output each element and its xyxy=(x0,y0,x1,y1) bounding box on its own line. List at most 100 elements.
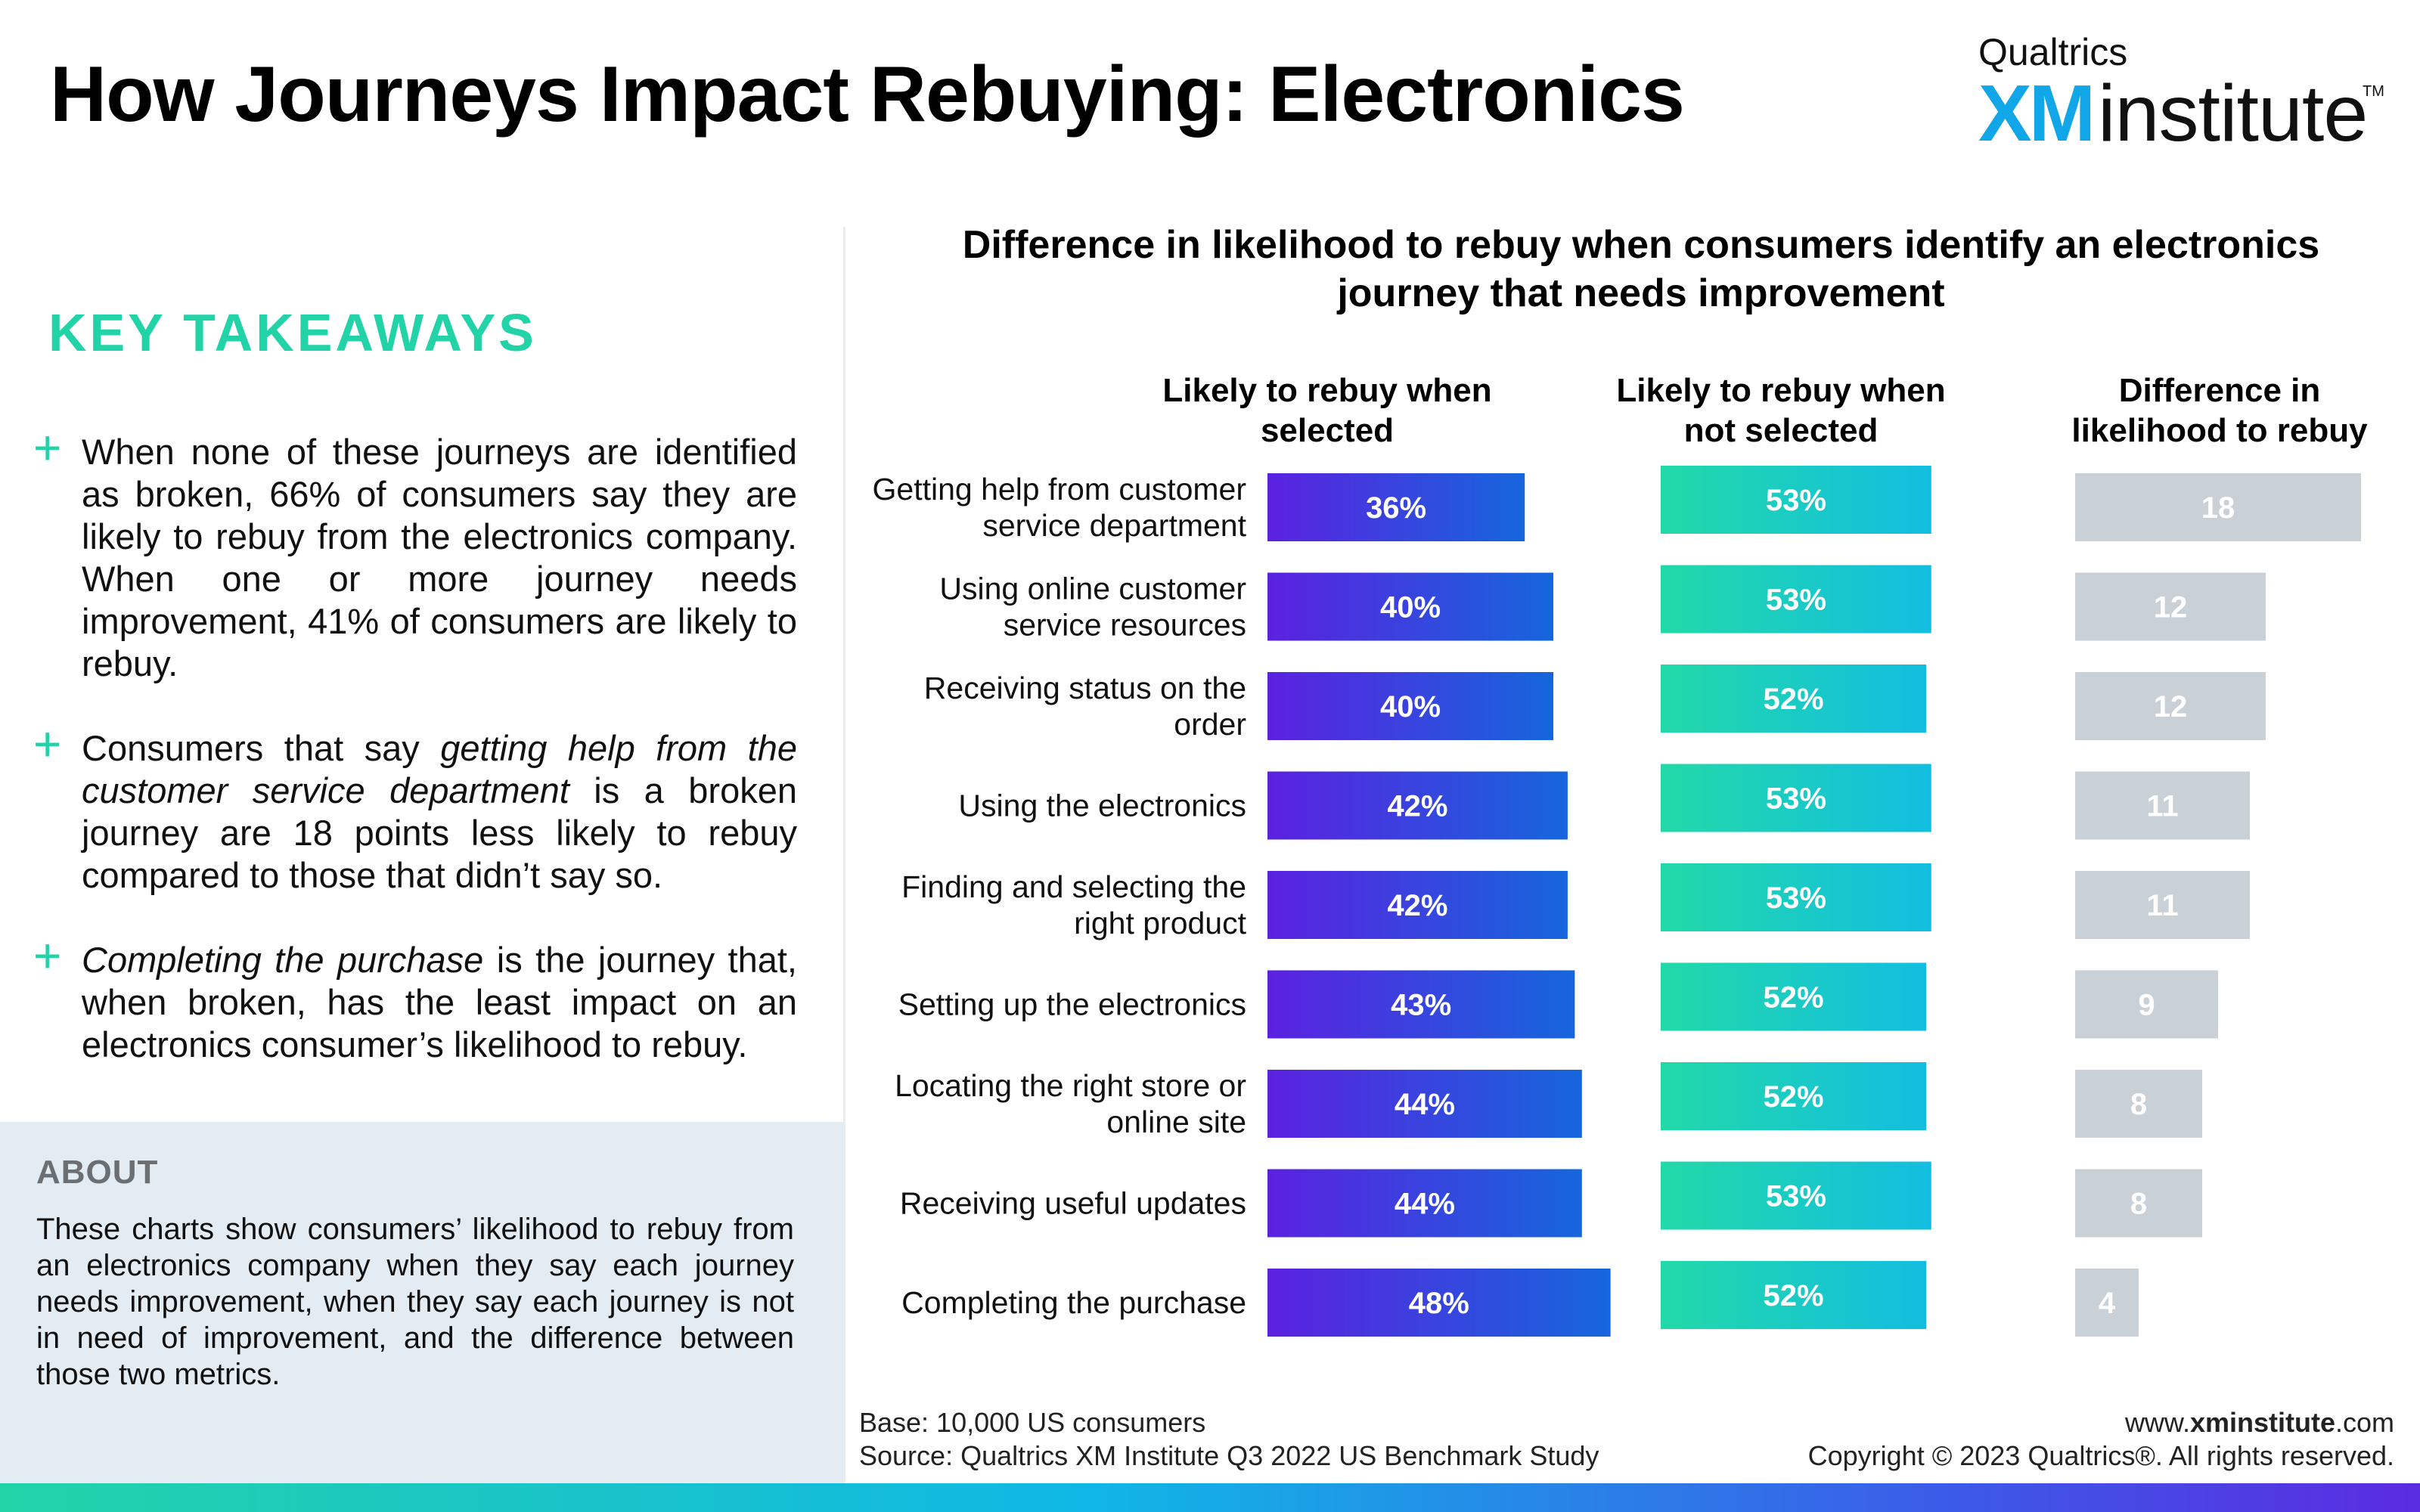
data-label: 53% xyxy=(1766,881,1826,915)
about-box: ABOUT These charts show consumers’ likel… xyxy=(0,1122,843,1483)
page-title: How Journeys Impact Rebuying: Electronic… xyxy=(50,51,1685,138)
column-header-line: Likely to rebuy when xyxy=(1616,372,1946,409)
data-label: 44% xyxy=(1395,1088,1455,1121)
bar-series-3 xyxy=(2075,672,2266,740)
category-label: Using the electronics xyxy=(958,789,1246,823)
about-title: ABOUT xyxy=(36,1154,159,1191)
data-label: 12 xyxy=(2154,690,2188,723)
url-suffix: .com xyxy=(2335,1407,2394,1438)
bar-series-1 xyxy=(1267,473,1525,541)
base-note: Base: 10,000 US consumers xyxy=(859,1407,1206,1438)
footer-source: Base: 10,000 US consumers Source: Qualtr… xyxy=(859,1406,1599,1473)
takeaway-text-emphasis: Completing the purchase xyxy=(82,940,484,980)
column-header-line: Likely to rebuy when xyxy=(1162,372,1492,409)
bar-series-2 xyxy=(1661,665,1926,733)
takeaway-item: + When none of these journeys are identi… xyxy=(33,423,797,685)
bar-series-3 xyxy=(2075,871,2250,939)
logo-xm-text: XM xyxy=(1978,69,2096,158)
chart-title: Difference in likelihood to rebuy when c… xyxy=(962,223,2320,315)
logo-institute-text: institute xyxy=(2098,69,2368,158)
data-label: 40% xyxy=(1380,690,1441,723)
takeaways-list: + When none of these journeys are identi… xyxy=(33,423,797,1108)
category-label: Setting up the electronics xyxy=(898,987,1246,1022)
bar-series-1 xyxy=(1267,1070,1582,1138)
bar-series-3 xyxy=(2075,1269,2139,1337)
bar-series-3 xyxy=(2075,473,2361,541)
footer-copyright: www.xminstitute.com Copyright © 2023 Qua… xyxy=(1808,1406,2394,1473)
data-label: 11 xyxy=(2146,790,2178,823)
data-label: 40% xyxy=(1380,591,1441,624)
category-label: Getting help from customer service depart… xyxy=(873,472,1247,543)
website-link[interactable]: www.xminstitute.com xyxy=(1808,1406,2394,1439)
bar-series-2 xyxy=(1661,1062,1926,1130)
data-label: 42% xyxy=(1387,889,1447,922)
bar-series-2 xyxy=(1661,1161,1931,1230)
bar-series-1 xyxy=(1267,871,1568,939)
key-takeaways-title: KEY TAKEAWAYS xyxy=(48,303,537,362)
panel-divider xyxy=(843,227,845,1483)
column-header-selected: Likely to rebuy when selected xyxy=(1127,370,1528,451)
bar-series-2 xyxy=(1661,466,1931,534)
column-header-line: Difference in xyxy=(2118,372,2321,409)
data-label: 8 xyxy=(2130,1088,2147,1121)
bar-series-2 xyxy=(1661,863,1931,931)
bar-series-1 xyxy=(1267,672,1553,740)
data-label: 48% xyxy=(1409,1287,1469,1320)
category-label: Finding and selecting the right product xyxy=(901,869,1246,940)
bar-series-3 xyxy=(2075,1070,2202,1138)
category-label: Receiving useful updates xyxy=(900,1186,1246,1221)
data-label: 44% xyxy=(1395,1188,1455,1221)
bar-series-3 xyxy=(2075,572,2266,641)
takeaway-text-pre: Consumers that say xyxy=(82,728,441,768)
plus-icon: + xyxy=(33,928,62,983)
takeaway-item: + Consumers that say getting help from t… xyxy=(33,720,797,897)
takeaway-item: + Completing the purchase is the journey… xyxy=(33,931,797,1066)
logo-brand-text: Qualtrics xyxy=(1978,31,2128,73)
bar-series-2 xyxy=(1661,962,1926,1031)
data-label: 52% xyxy=(1763,683,1823,716)
bar-series-2 xyxy=(1661,565,1931,634)
data-label: 52% xyxy=(1763,981,1823,1015)
category-label: Receiving status on the order xyxy=(924,671,1246,742)
column-header-line: likelihood to rebuy xyxy=(2071,412,2368,449)
bar-series-1 xyxy=(1267,1169,1582,1238)
data-label: 11 xyxy=(2146,889,2178,922)
source-note: Source: Qualtrics XM Institute Q3 2022 U… xyxy=(859,1440,1599,1471)
bar-series-1 xyxy=(1267,771,1568,840)
takeaway-text: When none of these journeys are identifi… xyxy=(82,432,797,683)
key-takeaways-panel: KEY TAKEAWAYS + When none of these journ… xyxy=(0,227,843,1483)
data-label: 8 xyxy=(2130,1188,2147,1221)
bottom-gradient-strip xyxy=(0,1483,2420,1512)
data-label: 9 xyxy=(2138,989,2155,1022)
takeaway-text-post: is the journey that, when broken, has th… xyxy=(82,940,797,1064)
data-label: 36% xyxy=(1366,491,1426,525)
takeaway-text-emphasis: getting help from the customer service d… xyxy=(82,728,797,810)
takeaway-text-post: is a broken journey are 18 points less l… xyxy=(82,770,797,895)
data-label: 53% xyxy=(1766,584,1826,617)
url-prefix: www. xyxy=(2124,1407,2190,1438)
about-text: These charts show consumers’ likelihood … xyxy=(36,1213,794,1391)
data-label: 43% xyxy=(1391,989,1451,1022)
data-label: 53% xyxy=(1766,782,1826,816)
category-label: Using online customer service resources xyxy=(939,572,1246,643)
category-label: Locating the right store or online site xyxy=(895,1068,1246,1139)
category-label: Completing the purchase xyxy=(901,1285,1246,1320)
logo-trademark: TM xyxy=(2363,83,2384,100)
bar-series-2 xyxy=(1661,764,1931,832)
bar-series-3 xyxy=(2075,771,2250,840)
bar-series-3 xyxy=(2075,970,2218,1039)
data-label: 52% xyxy=(1763,1080,1823,1114)
qualtrics-xm-institute-logo: Qualtrics XM institute TM xyxy=(1978,30,2387,158)
column-header-not-selected: Likely to rebuy when not selected xyxy=(1581,370,1981,451)
data-label: 52% xyxy=(1763,1279,1823,1312)
url-domain: xminstitute xyxy=(2189,1407,2335,1438)
data-label: 53% xyxy=(1766,484,1826,517)
column-header-line: not selected xyxy=(1683,412,1879,449)
bar-series-1 xyxy=(1267,1269,1611,1337)
data-label: 42% xyxy=(1387,790,1447,823)
data-label: 18 xyxy=(2201,491,2235,525)
column-header-difference: Difference in likelihood to rebuy xyxy=(2034,370,2405,451)
bar-series-1 xyxy=(1267,572,1553,641)
column-header-line: selected xyxy=(1260,412,1395,449)
